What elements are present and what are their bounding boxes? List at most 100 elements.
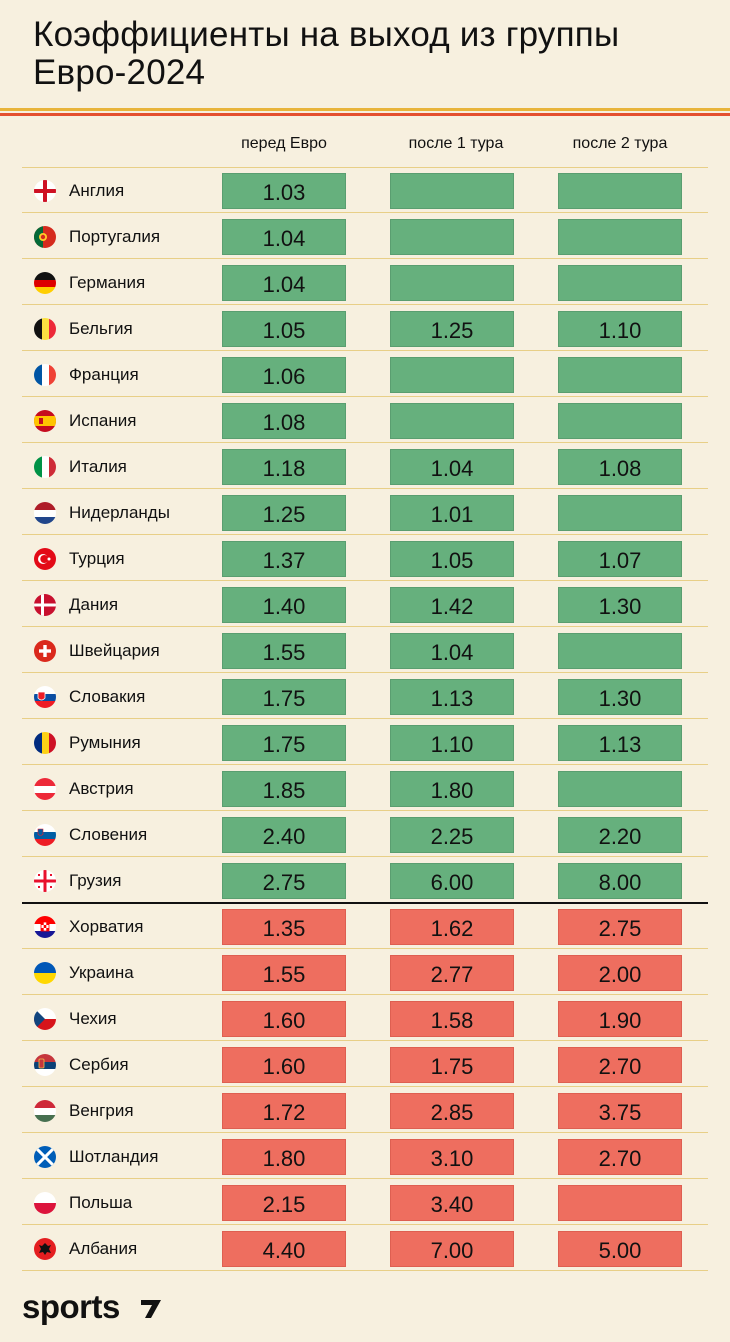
slovenia-flag-icon — [34, 824, 56, 846]
scotland-flag-icon — [34, 1146, 56, 1168]
odds-table: Англия 1.03 Португалия 1.04 Германия 1.04 Бель… — [0, 167, 730, 1271]
odds-cell: 1.04 — [390, 449, 514, 485]
odds-cell: 2.15 — [222, 1185, 346, 1221]
table-row: Испания 1.08 — [0, 397, 730, 443]
odds-cell: 1.60 — [222, 1047, 346, 1083]
table-row: Франция 1.06 — [0, 351, 730, 397]
croatia-flag-icon — [34, 916, 56, 938]
country-name: Польша — [69, 1193, 133, 1212]
table-row: Хорватия 1.35 1.62 2.75 — [0, 903, 730, 949]
odds-cell: 1.07 — [558, 541, 682, 577]
odds-cell: 5.00 — [558, 1231, 682, 1267]
table-row: Швейцария 1.55 1.04 — [0, 627, 730, 673]
odds-cell: 1.04 — [222, 265, 346, 301]
country-name: Франция — [69, 365, 139, 384]
odds-cell: 1.05 — [390, 541, 514, 577]
odds-cell: 6.00 — [390, 863, 514, 899]
odds-cell: 1.80 — [390, 771, 514, 807]
table-row: Португалия 1.04 — [0, 213, 730, 259]
table-row: Румыния 1.75 1.10 1.13 — [0, 719, 730, 765]
odds-cell: 1.75 — [222, 679, 346, 715]
country-name: Украина — [69, 963, 134, 982]
odds-cell: 1.13 — [558, 725, 682, 761]
table-row: Италия 1.18 1.04 1.08 — [0, 443, 730, 489]
table-row: Сербия 1.60 1.75 2.70 — [0, 1041, 730, 1087]
odds-cell — [390, 357, 514, 393]
austria-flag-icon — [34, 778, 56, 800]
table-row: Украина 1.55 2.77 2.00 — [0, 949, 730, 995]
odds-cell — [390, 173, 514, 209]
odds-cell: 1.10 — [558, 311, 682, 347]
brand-logo: sports — [22, 1288, 120, 1325]
country-name: Англия — [69, 181, 125, 200]
table-row: Грузия 2.75 6.00 8.00 — [0, 857, 730, 904]
odds-cell: 1.72 — [222, 1093, 346, 1129]
odds-cell: 1.40 — [222, 587, 346, 623]
decorative-stripes — [0, 108, 730, 118]
germany-flag-icon — [34, 272, 56, 294]
country-name: Словакия — [69, 687, 146, 706]
odds-cell — [558, 1185, 682, 1221]
odds-cell: 8.00 — [558, 863, 682, 899]
country-name: Нидерланды — [69, 503, 170, 522]
odds-cell: 2.75 — [222, 863, 346, 899]
country-name: Португалия — [69, 227, 161, 246]
odds-cell: 2.40 — [222, 817, 346, 853]
country-name: Турция — [69, 549, 125, 568]
page-title: Коэффициенты на выход из группы Евро-202… — [33, 15, 620, 92]
odds-cell: 1.80 — [222, 1139, 346, 1175]
odds-cell: 1.55 — [222, 955, 346, 991]
odds-cell: 1.35 — [222, 909, 346, 945]
odds-cell: 1.55 — [222, 633, 346, 669]
odds-cell: 1.18 — [222, 449, 346, 485]
table-row: Англия 1.03 — [0, 167, 730, 213]
column-header-before: перед Евро — [241, 135, 327, 152]
odds-cell: 1.90 — [558, 1001, 682, 1037]
odds-cell: 2.25 — [390, 817, 514, 853]
odds-cell: 1.25 — [390, 311, 514, 347]
country-name: Грузия — [69, 871, 122, 890]
france-flag-icon — [34, 364, 56, 386]
odds-cell — [390, 403, 514, 439]
country-name: Германия — [69, 273, 146, 292]
albania-flag-icon — [34, 1238, 56, 1260]
odds-cell: 1.37 — [222, 541, 346, 577]
odds-cell: 2.75 — [558, 909, 682, 945]
table-row: Шотландия 1.80 3.10 2.70 — [0, 1133, 730, 1179]
odds-cell — [390, 219, 514, 255]
odds-cell: 1.42 — [390, 587, 514, 623]
odds-cell: 1.25 — [222, 495, 346, 531]
table-row: Словакия 1.75 1.13 1.30 — [0, 673, 730, 719]
odds-cell: 7.00 — [390, 1231, 514, 1267]
odds-cell: 1.01 — [390, 495, 514, 531]
brand-mark-icon — [141, 1300, 161, 1318]
odds-cell: 1.08 — [222, 403, 346, 439]
georgia-flag-icon — [34, 870, 56, 892]
odds-cell — [558, 173, 682, 209]
odds-cell: 2.85 — [390, 1093, 514, 1129]
romania-flag-icon — [34, 732, 56, 754]
table-row: Польша 2.15 3.40 — [0, 1179, 730, 1225]
table-row: Турция 1.37 1.05 1.07 — [0, 535, 730, 581]
odds-cell: 4.40 — [222, 1231, 346, 1267]
odds-cell: 1.62 — [390, 909, 514, 945]
ukraine-flag-icon — [34, 962, 56, 984]
odds-cell: 2.70 — [558, 1139, 682, 1175]
table-row: Бельгия 1.05 1.25 1.10 — [0, 305, 730, 351]
odds-cell — [558, 219, 682, 255]
odds-cell: 1.04 — [390, 633, 514, 669]
spain-flag-icon — [34, 410, 56, 432]
country-name: Италия — [69, 457, 127, 476]
odds-cell: 1.08 — [558, 449, 682, 485]
table-row: Чехия 1.60 1.58 1.90 — [0, 995, 730, 1041]
odds-cell: 1.05 — [222, 311, 346, 347]
poland-flag-icon — [34, 1192, 56, 1214]
country-name: Шотландия — [69, 1147, 159, 1166]
portugal-flag-icon — [34, 226, 56, 248]
column-header-round-2: после 2 тура — [572, 135, 668, 152]
table-row: Албания 4.40 7.00 5.00 — [0, 1225, 730, 1271]
table-header: перед Евро после 1 тура после 2 тура — [0, 133, 730, 157]
country-name: Сербия — [69, 1055, 129, 1074]
odds-cell — [558, 771, 682, 807]
country-name: Швейцария — [69, 641, 160, 660]
